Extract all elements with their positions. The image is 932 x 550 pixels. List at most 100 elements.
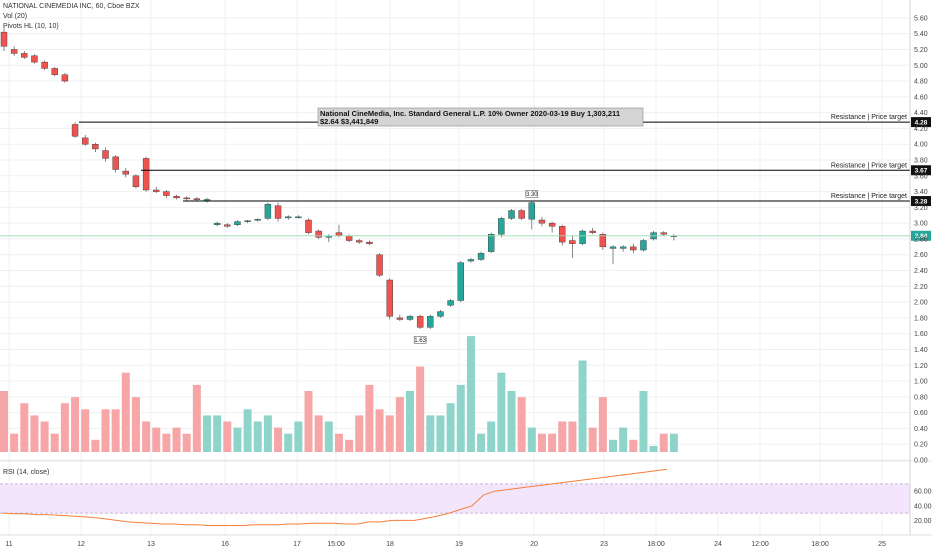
- rsi-line: [1, 468, 668, 526]
- candlesticks[interactable]: [0, 27, 678, 329]
- price-tick-label: 5.20: [914, 47, 928, 54]
- candle-body: [92, 144, 99, 150]
- pivot-label-text: 1.63: [414, 338, 426, 344]
- price-tick-label: 0.20: [914, 442, 928, 449]
- price-tick-label: 4.20: [914, 126, 928, 133]
- price-tick-label: 5.00: [914, 63, 928, 70]
- time-tick-label: 18: [386, 541, 394, 548]
- volume-bar: [619, 427, 628, 452]
- resistance-price-tag: [911, 165, 931, 176]
- resistance-price-tag: [911, 117, 931, 128]
- volume-bar: [60, 403, 69, 452]
- volume-bar: [91, 439, 100, 452]
- candle-body: [660, 232, 667, 235]
- volume-bar: [416, 366, 425, 452]
- volume-bar: [274, 427, 283, 452]
- insider-box-line2: $2.64 $3,441,849: [320, 117, 378, 126]
- pivot-label-box: [525, 190, 539, 198]
- candle-body: [295, 216, 302, 219]
- volume-bar: [375, 409, 384, 452]
- candle-body: [569, 240, 576, 244]
- volume-bar: [548, 433, 557, 452]
- price-tick-label: 3.80: [914, 158, 928, 165]
- volume-bar: [233, 427, 242, 452]
- candle-body: [224, 224, 231, 227]
- price-tick-label: 4.60: [914, 94, 928, 101]
- volume-bar: [263, 415, 272, 452]
- candle-body: [264, 204, 272, 219]
- price-tick-label: 1.20: [914, 363, 928, 370]
- candle-body: [41, 61, 48, 69]
- volume-bar: [253, 421, 262, 452]
- price-tick-label: 1.80: [914, 315, 928, 322]
- candle-body: [71, 124, 79, 137]
- time-tick-label: 24: [714, 541, 722, 548]
- rsi-indicator-label: RSI (14, close): [3, 469, 50, 476]
- resistance-label: Resistance | Price target: [831, 193, 907, 200]
- volume-bar: [517, 397, 526, 452]
- candle-body: [528, 202, 535, 220]
- volume-bar: [10, 433, 19, 452]
- resistance-price-tag-text: 3.67: [915, 168, 928, 175]
- time-tick-label: 19: [455, 541, 463, 548]
- candle-body: [315, 230, 322, 238]
- price-tick-label: 2.40: [914, 268, 928, 275]
- candle-body: [305, 219, 312, 233]
- volume-bar: [558, 421, 567, 452]
- volume-bar: [81, 409, 90, 452]
- price-tick-label: 5.40: [914, 31, 928, 38]
- volume-bar: [111, 409, 120, 452]
- time-tick-label: 25: [878, 541, 886, 548]
- candle-body: [538, 219, 546, 224]
- candle-body: [193, 198, 201, 200]
- time-tick-label: 12:00: [751, 541, 769, 548]
- rsi-tick-label: 60.00: [914, 489, 932, 496]
- resistance-label: Resistance | Price target: [831, 114, 907, 121]
- price-tick-label: 0.80: [914, 394, 928, 401]
- price-tick-label: 0.40: [914, 426, 928, 433]
- resistance-price-tag: [911, 196, 931, 207]
- chart-grid: [0, 0, 910, 535]
- price-tick-label: 2.60: [914, 252, 928, 259]
- candle-body: [31, 55, 38, 63]
- candle-body: [488, 234, 495, 252]
- candle-body: [112, 156, 119, 170]
- candle-body: [132, 175, 140, 188]
- candle-body: [244, 220, 251, 222]
- volume-bar: [537, 433, 546, 452]
- price-tick-label: 2.80: [914, 236, 928, 243]
- candle-body: [163, 191, 170, 196]
- volume-bar: [588, 427, 597, 452]
- price-tick-label: 3.60: [914, 173, 928, 180]
- candle-body: [437, 311, 444, 317]
- volume-bar: [101, 409, 110, 452]
- candle-body: [640, 240, 647, 251]
- volume-bar: [152, 427, 161, 452]
- volume-bar: [294, 421, 303, 452]
- candle-body: [285, 216, 292, 219]
- time-tick-label: 11: [5, 541, 12, 548]
- volume-bar: [334, 433, 343, 452]
- candle-body: [61, 74, 69, 82]
- candle-body: [498, 218, 505, 235]
- volume-bar: [466, 336, 475, 452]
- candle-body: [386, 279, 393, 317]
- pivot-label-text: 3.30: [526, 192, 538, 198]
- candle-body: [396, 317, 404, 320]
- candle-body: [376, 254, 383, 276]
- candle-body: [559, 226, 566, 243]
- rsi-tick-label: 40.00: [914, 503, 932, 510]
- candle-body: [234, 221, 241, 225]
- candle-body: [142, 158, 150, 191]
- volume-bar: [639, 391, 648, 452]
- volume-bar: [345, 439, 354, 452]
- price-tick-label: 1.40: [914, 347, 928, 354]
- candle-body: [518, 210, 525, 219]
- candle-body: [467, 259, 475, 262]
- volume-bar: [304, 391, 313, 452]
- volume-bar: [507, 391, 516, 452]
- volume-bar: [497, 372, 506, 452]
- last-price-tag-text: 2.84: [915, 233, 928, 240]
- time-tick-label: 20: [530, 541, 538, 548]
